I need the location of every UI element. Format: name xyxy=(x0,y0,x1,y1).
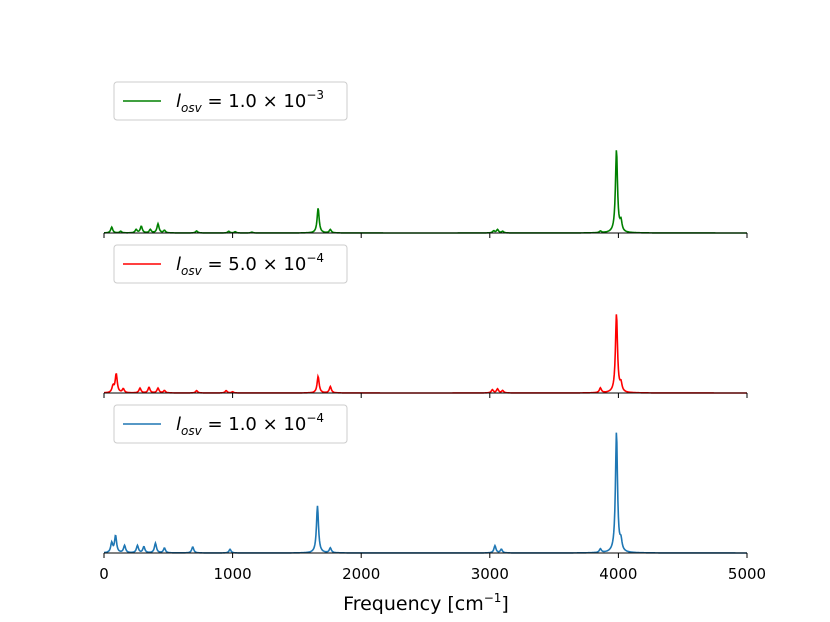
series-line-2 xyxy=(103,314,747,394)
x-tick-label: 3000 xyxy=(471,565,509,583)
legend-subscript: osv xyxy=(181,264,203,278)
legend-1: losv = 1.0 × 10−3 xyxy=(113,81,348,121)
x-tick-label: 0 xyxy=(99,565,109,583)
x-axis: 0 1000 2000 3000 4000 5000 xyxy=(99,565,766,583)
legend-2: losv = 5.0 × 10−4 xyxy=(113,244,348,284)
legend-subscript: osv xyxy=(181,101,203,115)
x-tick-label: 2000 xyxy=(342,565,380,583)
legend-symbol: l xyxy=(176,414,181,435)
legend-3: losv = 1.0 × 10−4 xyxy=(113,404,348,444)
series-line-1 xyxy=(103,150,747,234)
legend-box xyxy=(113,244,348,284)
legend-exponent: −3 xyxy=(306,88,324,102)
legend-exponent: −4 xyxy=(306,411,324,425)
legend-equation: = 1.0 × 10 xyxy=(202,414,307,435)
x-axis-label: Frequency [cm−1] xyxy=(343,591,509,615)
legend-equation: = 1.0 × 10 xyxy=(202,91,307,112)
legend-subscript: osv xyxy=(181,424,203,438)
legend-exponent: −4 xyxy=(306,251,324,265)
legend-box xyxy=(113,81,348,121)
legend-box xyxy=(113,404,348,444)
x-tick-label: 5000 xyxy=(728,565,766,583)
panel-1: losv = 1.0 × 10−3 xyxy=(103,81,748,238)
legend-label: losv = 5.0 × 10−4 xyxy=(176,251,324,278)
legend-equation: = 5.0 × 10 xyxy=(202,254,307,275)
x-tick-label: 1000 xyxy=(214,565,252,583)
legend-symbol: l xyxy=(176,254,181,275)
x-tick-label: 4000 xyxy=(599,565,637,583)
series-line-3 xyxy=(103,432,747,554)
legend-label: losv = 1.0 × 10−3 xyxy=(176,88,324,115)
panel-3: losv = 1.0 × 10−4 xyxy=(103,404,748,558)
legend-label: losv = 1.0 × 10−4 xyxy=(176,411,324,438)
legend-symbol: l xyxy=(176,91,181,112)
panel-2: losv = 5.0 × 10−4 xyxy=(103,244,748,398)
